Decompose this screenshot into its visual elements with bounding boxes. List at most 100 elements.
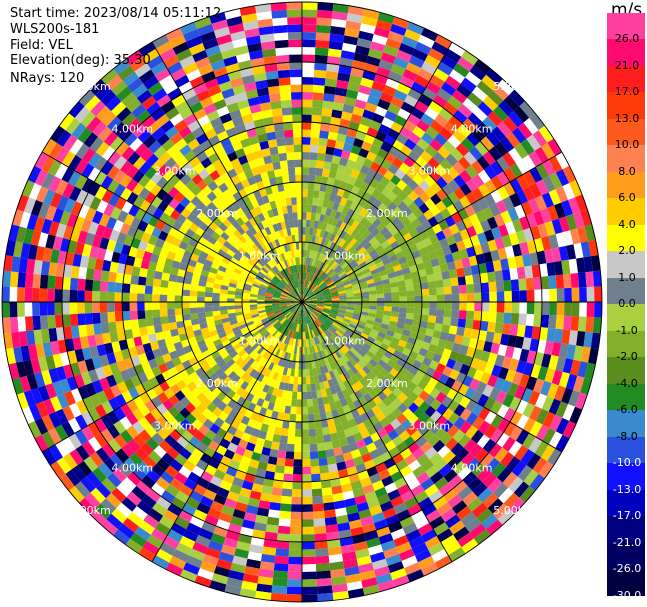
velocity-gate xyxy=(305,316,308,324)
velocity-gate xyxy=(246,128,258,138)
velocity-gate xyxy=(347,377,356,387)
velocity-gate xyxy=(108,321,117,333)
velocity-gate xyxy=(153,270,163,280)
velocity-gate xyxy=(447,400,460,413)
velocity-gate xyxy=(84,95,101,112)
velocity-gate xyxy=(407,201,419,213)
velocity-gate xyxy=(325,248,332,257)
velocity-gate xyxy=(341,483,353,493)
velocity-gate xyxy=(114,393,127,407)
velocity-gate xyxy=(111,101,127,117)
velocity-gate xyxy=(479,272,489,284)
velocity-gate xyxy=(412,319,421,327)
velocity-gate xyxy=(368,290,377,295)
velocity-gate xyxy=(243,81,257,92)
velocity-gate xyxy=(424,484,439,497)
velocity-gate xyxy=(273,292,281,297)
velocity-gate xyxy=(334,350,342,359)
velocity-gate xyxy=(316,293,324,298)
velocity-gate xyxy=(193,483,207,496)
velocity-gate xyxy=(221,88,235,99)
velocity-gate xyxy=(295,339,299,347)
velocity-gate xyxy=(434,476,449,491)
velocity-gate xyxy=(366,278,375,285)
velocity-gate xyxy=(237,246,247,255)
velocity-gate xyxy=(323,307,331,312)
velocity-gate xyxy=(287,296,295,300)
velocity-gate xyxy=(72,253,82,267)
velocity-gate xyxy=(446,204,458,216)
velocity-gate xyxy=(317,374,324,383)
velocity-gate xyxy=(514,255,525,268)
velocity-gate xyxy=(331,439,341,449)
velocity-gate xyxy=(313,182,321,191)
velocity-gate xyxy=(383,134,396,147)
velocity-gate xyxy=(492,105,509,122)
velocity-gate xyxy=(376,309,384,315)
velocity-gate xyxy=(227,286,236,292)
velocity-gate xyxy=(417,326,427,335)
velocity-gate xyxy=(201,206,212,217)
velocity-gate xyxy=(249,208,258,218)
velocity-gate xyxy=(280,295,288,299)
velocity-gate xyxy=(594,286,602,302)
velocity-gate xyxy=(141,494,157,509)
velocity-gate xyxy=(172,549,190,563)
velocity-gate xyxy=(467,477,483,492)
velocity-gate xyxy=(234,148,246,159)
velocity-gate xyxy=(253,118,265,129)
velocity-gate xyxy=(346,256,355,265)
velocity-gate xyxy=(314,213,321,222)
velocity-gate xyxy=(331,273,339,280)
velocity-gate xyxy=(81,440,96,457)
velocity-gate xyxy=(532,130,548,147)
velocity-gate xyxy=(388,446,400,458)
velocity-gate xyxy=(268,509,280,519)
velocity-gate xyxy=(429,360,439,371)
velocity-gate xyxy=(264,296,273,299)
velocity-gate xyxy=(315,39,330,49)
velocity-gate xyxy=(55,440,70,458)
velocity-gate xyxy=(220,231,230,241)
velocity-gate xyxy=(295,182,302,190)
velocity-gate xyxy=(341,322,349,329)
velocity-gate xyxy=(209,169,221,181)
velocity-gate xyxy=(298,324,301,332)
velocity-gate xyxy=(566,344,577,360)
velocity-gate xyxy=(353,415,364,426)
velocity-gate xyxy=(277,450,287,459)
velocity-gate xyxy=(264,368,272,378)
velocity-gate xyxy=(183,277,192,285)
velocity-gate xyxy=(281,291,289,296)
velocity-gate xyxy=(222,218,232,228)
velocity-gate xyxy=(269,502,281,511)
velocity-gate xyxy=(323,292,331,297)
velocity-gate xyxy=(319,214,326,223)
velocity-gate xyxy=(278,190,286,200)
velocity-gate xyxy=(160,316,169,325)
velocity-gate xyxy=(180,569,198,583)
velocity-gate xyxy=(338,65,352,75)
velocity-gate xyxy=(285,451,295,460)
velocity-gate xyxy=(386,346,396,355)
velocity-gate xyxy=(428,343,438,354)
velocity-gate xyxy=(278,77,291,86)
velocity-gate xyxy=(313,311,320,318)
velocity-gate xyxy=(565,213,578,231)
velocity-gate xyxy=(376,526,391,538)
velocity-gate xyxy=(216,269,225,277)
velocity-gate xyxy=(256,346,265,355)
velocity-gate xyxy=(376,305,385,311)
velocity-gate xyxy=(418,94,433,107)
velocity-gate xyxy=(52,236,63,251)
velocity-gate xyxy=(316,278,323,286)
velocity-gate xyxy=(105,95,122,112)
velocity-gate xyxy=(371,34,388,46)
velocity-gate xyxy=(195,459,209,471)
velocity-gate xyxy=(312,398,319,407)
velocity-gate xyxy=(127,77,144,93)
velocity-gate xyxy=(323,322,330,329)
velocity-gate xyxy=(249,349,257,358)
velocity-gate xyxy=(220,351,230,360)
velocity-gate xyxy=(223,325,232,332)
